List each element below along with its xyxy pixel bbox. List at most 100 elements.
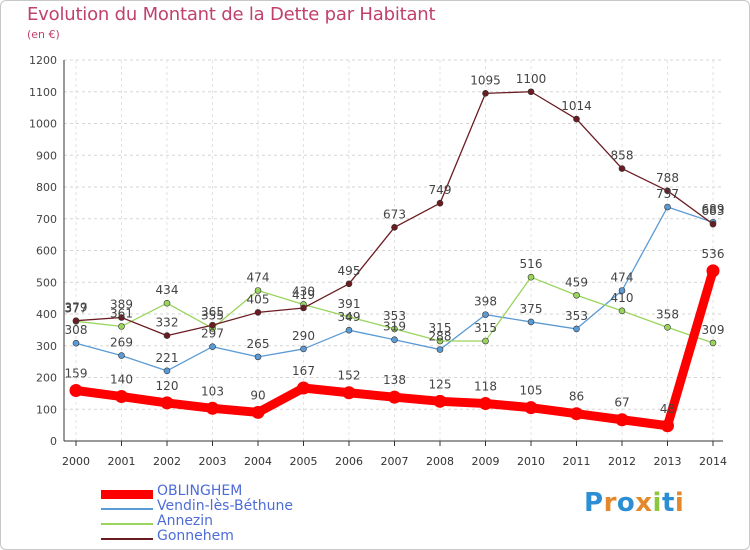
data-label: 405 <box>247 292 270 306</box>
y-tick-label: 900 <box>36 149 57 162</box>
y-tick-label: 1100 <box>29 86 57 99</box>
data-label: 516 <box>520 257 543 271</box>
x-tick-label: 2010 <box>517 455 545 468</box>
y-tick-label: 800 <box>36 181 57 194</box>
x-tick-label: 2005 <box>290 455 318 468</box>
data-label: 358 <box>656 307 679 321</box>
data-point <box>436 337 444 345</box>
data-label: 536 <box>702 247 725 261</box>
data-label: 353 <box>383 309 406 323</box>
data-point <box>118 352 125 359</box>
data-label: 673 <box>383 207 406 221</box>
data-label: 375 <box>520 302 543 316</box>
x-tick-label: 2008 <box>426 455 454 468</box>
data-point <box>482 337 489 345</box>
data-point <box>254 353 262 361</box>
data-point <box>254 309 262 316</box>
x-tick-label: 2013 <box>654 455 682 468</box>
data-label: 152 <box>338 369 361 383</box>
data-label: 353 <box>565 309 588 323</box>
proxiti-logo: Proxiti <box>584 488 684 518</box>
legend-swatch <box>101 508 153 510</box>
legend-label: Gonnehem <box>157 528 234 544</box>
data-label: 379 <box>65 301 88 315</box>
data-point <box>342 386 356 400</box>
data-label: 689 <box>702 202 725 216</box>
data-point <box>436 346 444 353</box>
data-point <box>251 405 265 419</box>
data-point <box>706 264 720 278</box>
data-label: 138 <box>383 373 406 387</box>
y-tick-label: 500 <box>36 276 57 289</box>
data-label: 159 <box>65 367 88 381</box>
data-point <box>527 273 535 281</box>
data-label: 349 <box>338 310 361 324</box>
data-label: 297 <box>201 327 224 341</box>
data-label: 319 <box>383 320 406 334</box>
data-label: 309 <box>702 323 725 337</box>
data-label: 315 <box>429 321 452 335</box>
data-label: 105 <box>520 384 543 398</box>
data-point <box>209 321 216 329</box>
data-label: 391 <box>338 297 361 311</box>
data-label: 737 <box>656 187 679 201</box>
y-tick-label: 600 <box>36 245 57 258</box>
data-point <box>615 413 629 427</box>
data-point <box>573 325 580 333</box>
data-point <box>345 280 353 288</box>
data-point <box>297 381 310 395</box>
data-label: 434 <box>156 283 179 297</box>
data-label: 355 <box>201 308 224 322</box>
data-point <box>527 88 535 96</box>
y-tick-label: 1200 <box>29 54 57 67</box>
data-point <box>160 396 174 410</box>
data-point <box>482 90 489 97</box>
data-label: 683 <box>702 204 725 218</box>
logo-letter: r <box>603 488 617 518</box>
data-point <box>618 307 626 315</box>
data-label: 118 <box>474 380 497 394</box>
data-point <box>664 203 671 211</box>
data-label: 361 <box>110 306 133 320</box>
x-tick-label: 2002 <box>153 455 181 468</box>
data-point <box>163 367 171 375</box>
data-point <box>479 397 492 411</box>
data-label: 290 <box>292 329 315 343</box>
data-label: 419 <box>292 288 315 302</box>
x-tick-label: 2001 <box>108 455 136 468</box>
data-point <box>524 401 538 415</box>
data-point <box>209 343 216 351</box>
data-label: 90 <box>250 388 265 402</box>
data-point <box>254 287 262 294</box>
data-point <box>391 224 398 231</box>
data-point <box>391 336 398 344</box>
data-label: 1095 <box>470 73 501 87</box>
data-point <box>664 187 671 195</box>
data-point <box>618 165 626 172</box>
data-point <box>661 419 674 433</box>
data-label: 474 <box>611 271 634 285</box>
y-tick-label: 400 <box>36 308 57 321</box>
legend-label: Vendin-lès-Béthune <box>157 498 293 514</box>
data-point <box>573 291 580 299</box>
x-tick-label: 2004 <box>244 455 272 468</box>
data-point <box>618 287 626 294</box>
legend-swatch <box>101 490 153 499</box>
data-label: 67 <box>614 396 629 410</box>
data-point <box>163 299 171 307</box>
data-label: 495 <box>338 264 361 278</box>
data-label: 269 <box>110 336 133 350</box>
data-label: 858 <box>611 149 634 163</box>
legend-label: Annezin <box>157 513 214 529</box>
data-label: 365 <box>201 305 224 319</box>
legend-label: OBLINGHEM <box>157 483 243 499</box>
data-point <box>433 394 447 408</box>
data-point <box>345 326 353 334</box>
data-label: 474 <box>247 271 270 285</box>
data-label: 48 <box>660 402 675 416</box>
data-point <box>709 220 717 228</box>
chart-title: Evolution du Montant de la Dette par Hab… <box>27 4 436 25</box>
x-tick-label: 2006 <box>335 455 363 468</box>
data-point <box>482 311 489 318</box>
